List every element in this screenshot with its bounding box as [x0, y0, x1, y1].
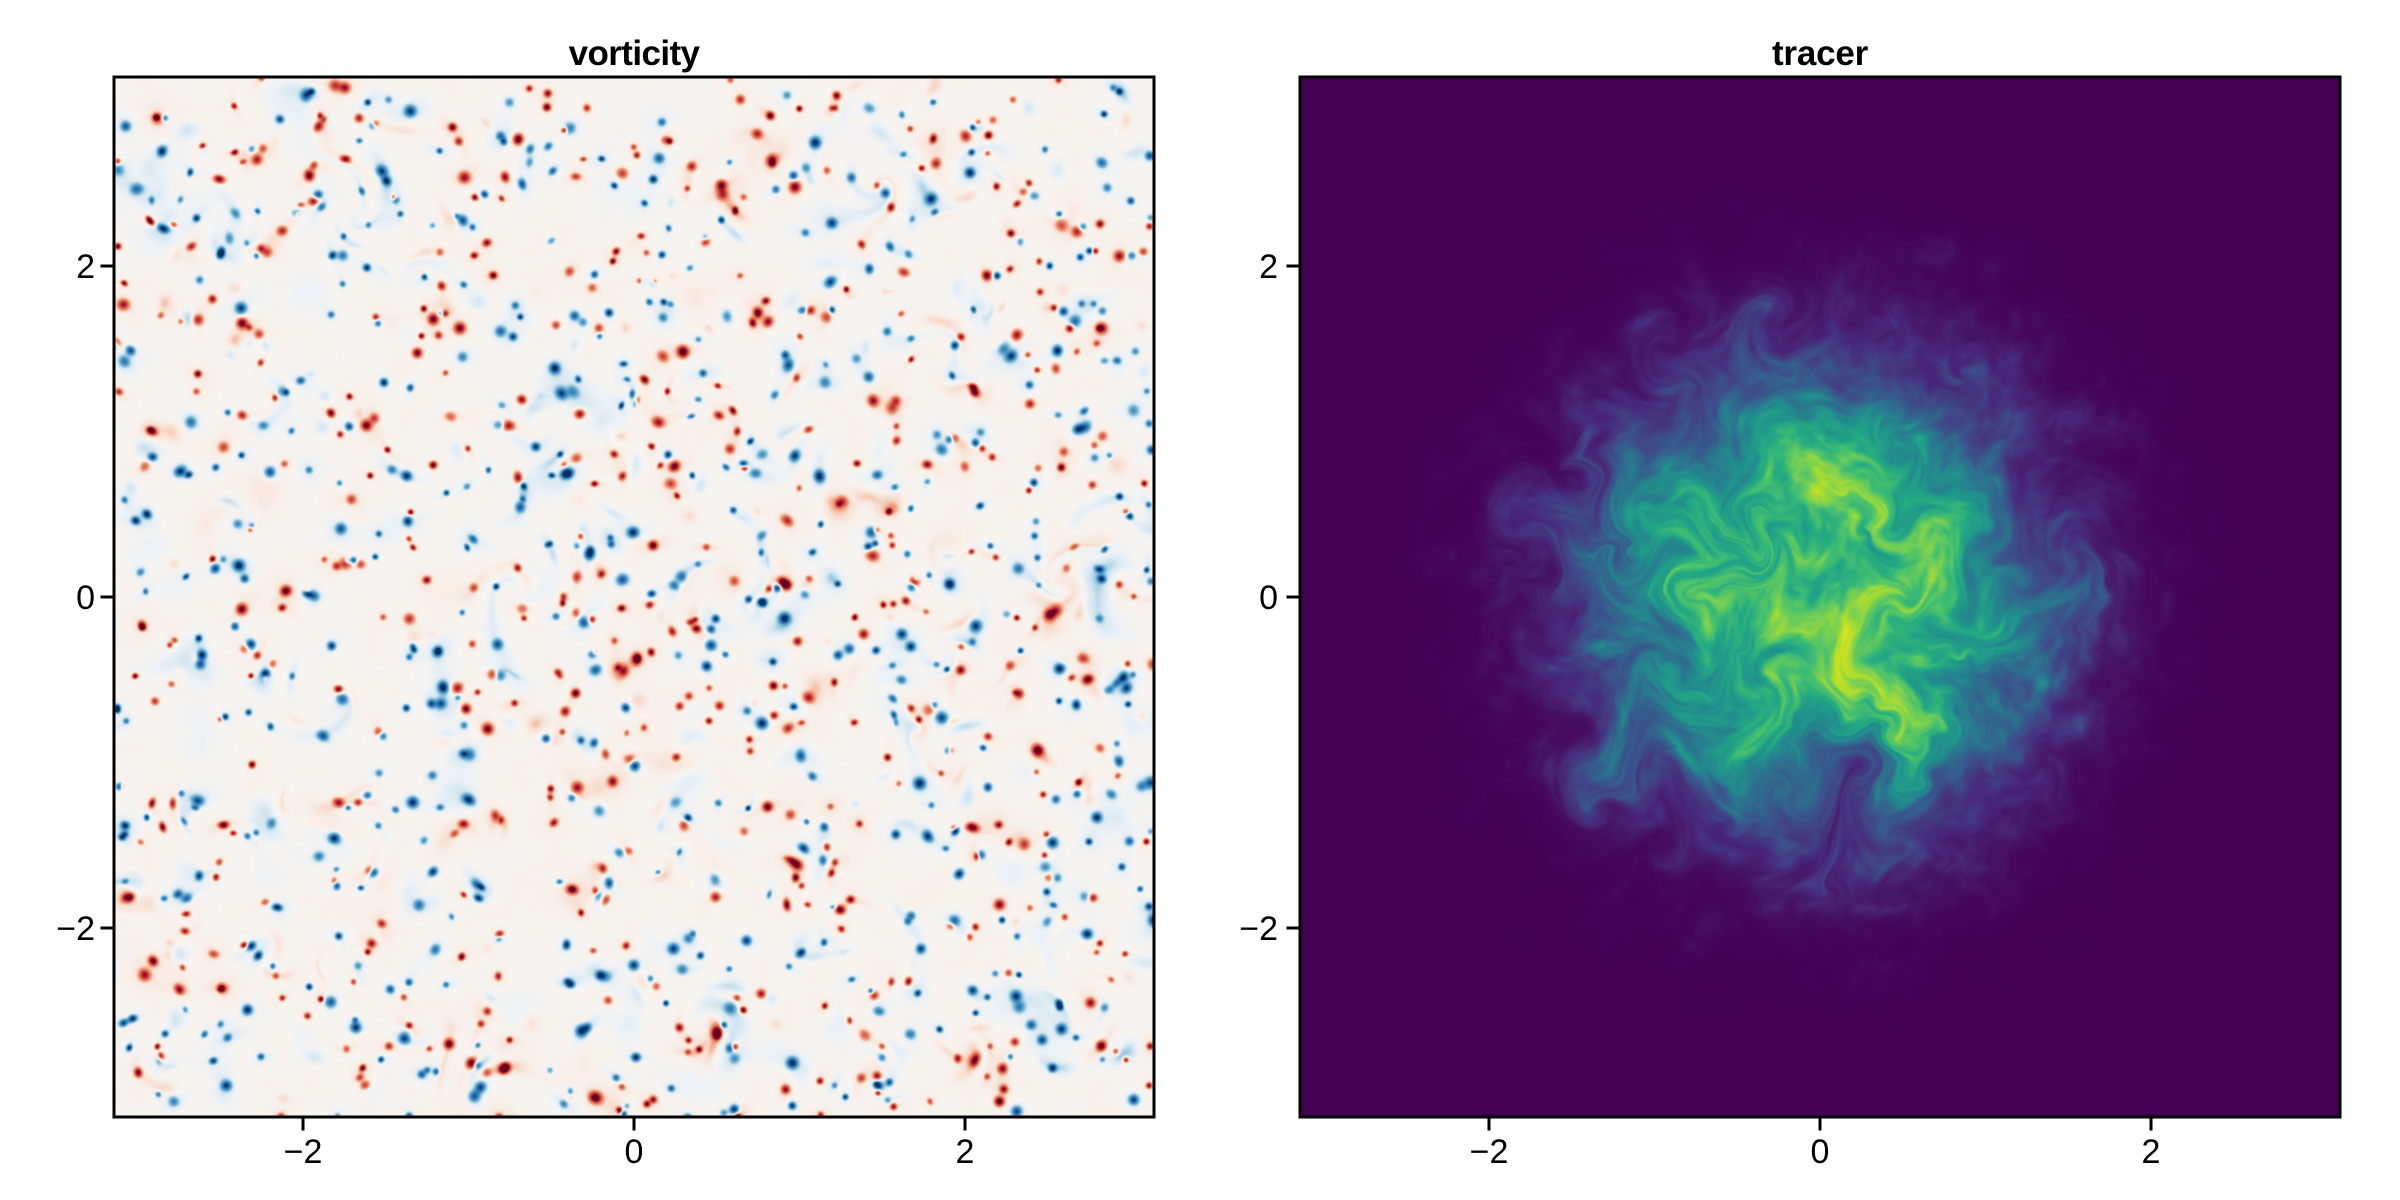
svg-text:0: 0	[625, 1133, 644, 1171]
svg-text:0: 0	[1259, 579, 1278, 617]
svg-text:−2: −2	[56, 910, 95, 948]
svg-text:tracer: tracer	[1772, 34, 1869, 73]
svg-text:2: 2	[1259, 248, 1278, 286]
svg-text:−2: −2	[1470, 1133, 1509, 1171]
svg-text:vorticity: vorticity	[569, 34, 701, 73]
svg-text:0: 0	[1811, 1133, 1830, 1171]
svg-text:2: 2	[956, 1133, 975, 1171]
svg-text:−2: −2	[284, 1133, 323, 1171]
svg-text:2: 2	[2142, 1133, 2161, 1171]
svg-text:2: 2	[76, 248, 95, 286]
svg-text:0: 0	[76, 579, 95, 617]
svg-text:−2: −2	[1239, 910, 1278, 948]
